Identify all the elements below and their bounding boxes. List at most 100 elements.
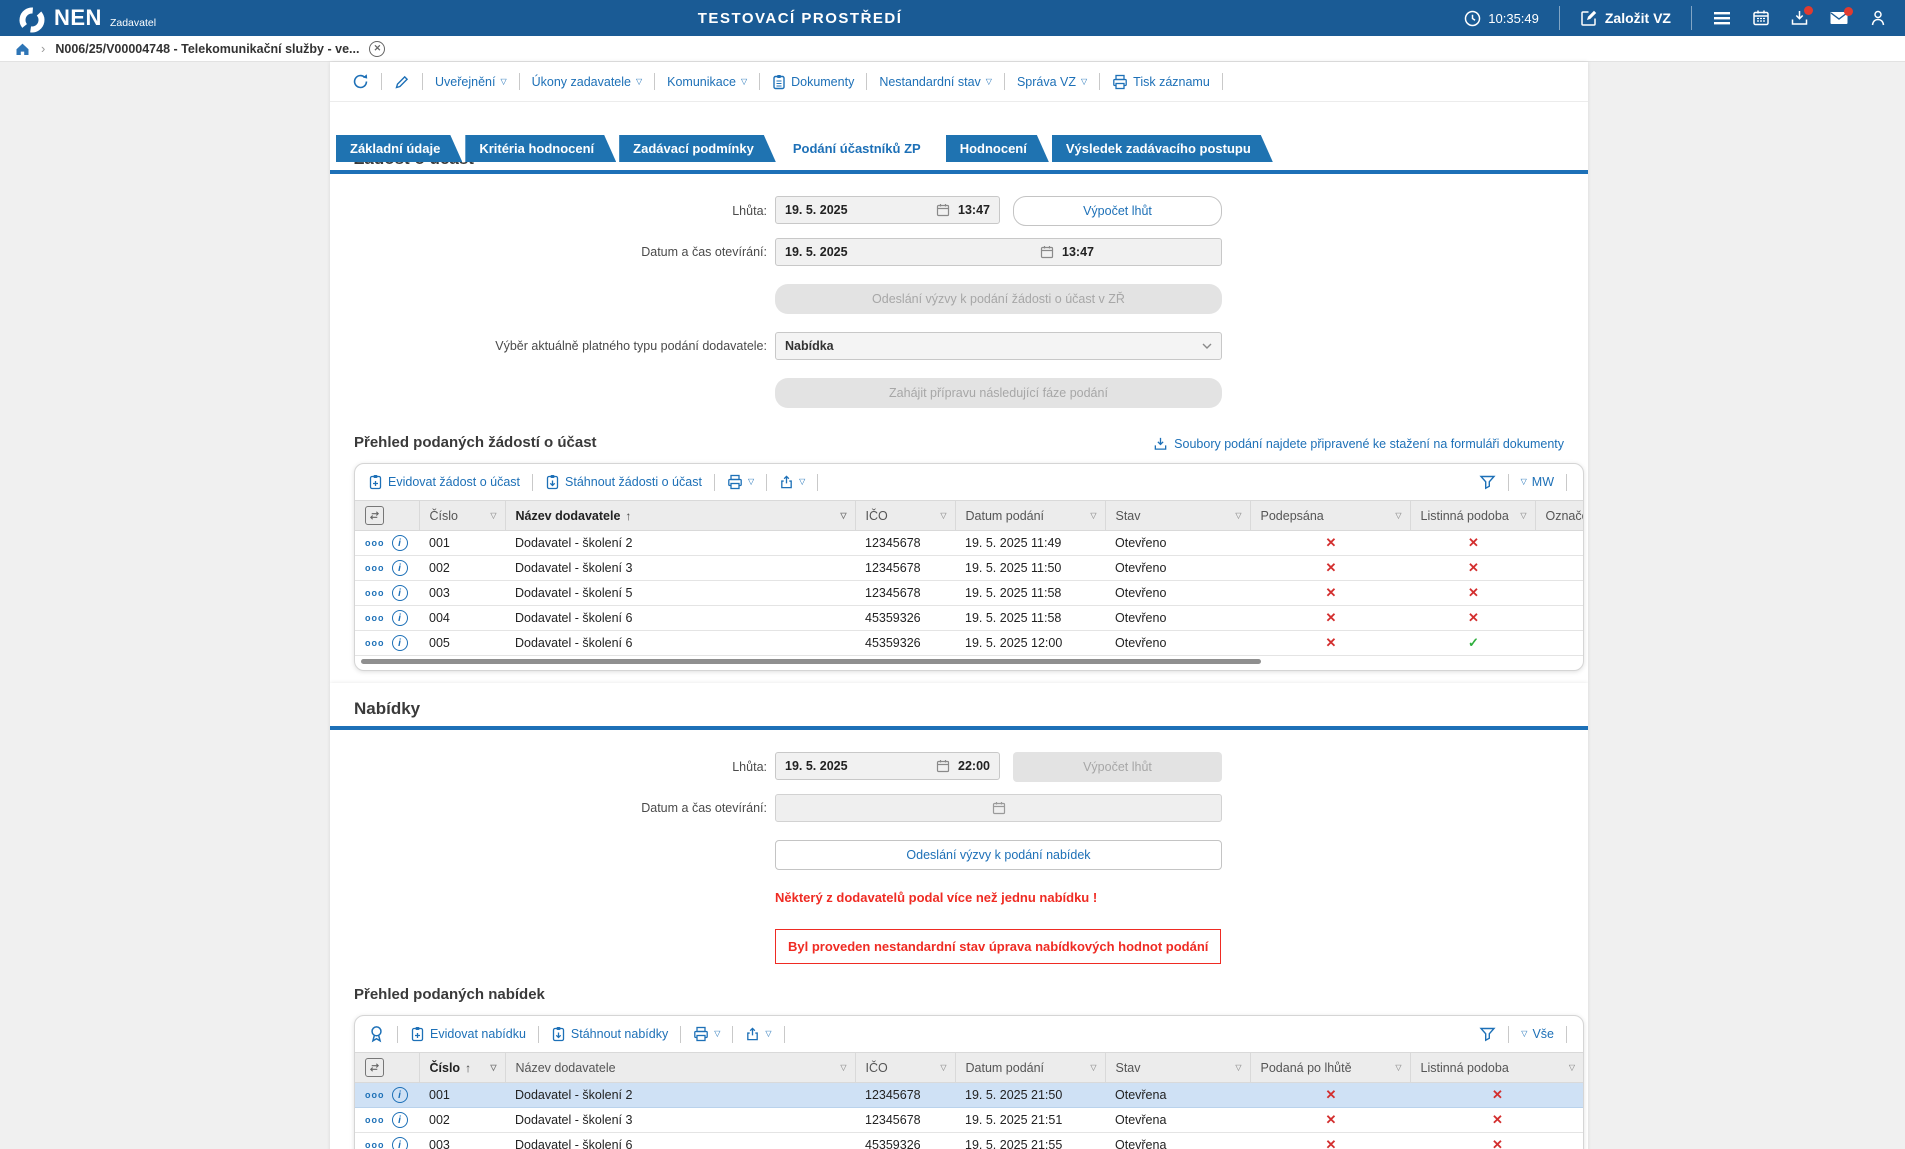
filter-caret-icon[interactable]: ▽ [1520, 511, 1526, 520]
odeslani-vyzvy-zadost-button[interactable]: Odeslání výzvy k podání žádosti o účast … [775, 284, 1222, 314]
lhuta-date-value[interactable]: 19. 5. 2025 [785, 203, 928, 217]
row-menu-icon[interactable]: ooo [365, 1140, 385, 1149]
calendar-icon[interactable] [1040, 245, 1054, 259]
column-settings-header[interactable] [355, 1053, 419, 1083]
tab-zadavaci-podminky[interactable]: Zadávací podmínky [619, 135, 776, 162]
horizontal-scrollbar[interactable] [361, 659, 1577, 665]
row-menu-icon[interactable]: ooo [365, 588, 385, 598]
evidovat-nabidku-button[interactable]: Evidovat nabídku [410, 1026, 526, 1042]
print-table-button[interactable]: ▽ [693, 1026, 720, 1042]
filter-icon[interactable] [1479, 1026, 1496, 1042]
table-row[interactable]: oooi 002 Dodavatel - školení 3 12345678 … [355, 1108, 1583, 1133]
calendar-icon[interactable] [992, 801, 1006, 815]
toolbar-ukony-zadavatele[interactable]: Úkony zadavatele▽ [532, 75, 643, 89]
filter-caret-icon[interactable]: ▽ [490, 511, 496, 520]
filter-caret-icon[interactable]: ▽ [1090, 511, 1096, 520]
col-podepsana[interactable]: Podepsána▽ [1250, 501, 1410, 531]
calendar-icon[interactable] [936, 759, 950, 773]
table-row[interactable]: oooi 001 Dodavatel - školení 2 12345678 … [355, 531, 1583, 556]
filter-caret-icon[interactable]: ▽ [1395, 1063, 1401, 1072]
filter-caret-icon[interactable]: ▽ [940, 1063, 946, 1072]
column-settings-icon[interactable] [365, 506, 384, 525]
lhuta-input[interactable]: 19. 5. 2025 13:47 [775, 196, 1000, 224]
col-ico[interactable]: IČO▽ [855, 501, 955, 531]
table-row-selected[interactable]: oooi 001 Dodavatel - školení 2 12345678 … [355, 1083, 1583, 1108]
calendar-icon[interactable] [1752, 9, 1770, 27]
table-row[interactable]: oooi 005 Dodavatel - školení 6 45359326 … [355, 631, 1583, 656]
downloads-icon[interactable] [1790, 9, 1809, 27]
table-row[interactable]: oooi 004 Dodavatel - školení 6 45359326 … [355, 606, 1583, 631]
col-datum-podani[interactable]: Datum podání▽ [955, 1053, 1105, 1083]
tab-podani-ucastniku-zp[interactable]: Podání účastníků ZP [779, 135, 943, 162]
info-icon[interactable]: i [392, 585, 408, 601]
column-settings-header[interactable] [355, 501, 419, 531]
col-datum-podani[interactable]: Datum podání▽ [955, 501, 1105, 531]
close-icon[interactable]: ✕ [369, 41, 385, 57]
tab-kriteria-hodnoceni[interactable]: Kritéria hodnocení [465, 135, 616, 162]
row-menu-icon[interactable]: ooo [365, 538, 385, 548]
otevirani-input[interactable]: 19. 5. 2025 13:47 [775, 238, 1222, 266]
zahajit-pripravu-button[interactable]: Zahájit přípravu následující fáze podání [775, 378, 1222, 408]
col-stav[interactable]: Stav▽ [1105, 501, 1250, 531]
table-row[interactable]: oooi 003 Dodavatel - školení 6 45359326 … [355, 1133, 1583, 1149]
brand[interactable]: NEN Zadavatel [54, 7, 156, 29]
home-icon[interactable] [14, 41, 31, 57]
otevirani-time-value[interactable]: 13:47 [1062, 245, 1212, 259]
toolbar-tisk-zaznamu[interactable]: Tisk záznamu [1112, 74, 1210, 90]
typ-podani-select[interactable]: Nabídka [775, 332, 1222, 360]
row-menu-icon[interactable]: ooo [365, 613, 385, 623]
toolbar-nestandardni-stav[interactable]: Nestandardní stav▽ [879, 75, 992, 89]
filter-caret-icon[interactable]: ▽ [1569, 1063, 1575, 1072]
col-cislo[interactable]: Číslo↑▽ [419, 1053, 505, 1083]
table-row[interactable]: oooi 002 Dodavatel - školení 3 12345678 … [355, 556, 1583, 581]
col-nazev-dodavatele[interactable]: Název dodavatele▽ [505, 1053, 855, 1083]
messages-icon[interactable] [1829, 10, 1849, 26]
user-icon[interactable] [1869, 9, 1887, 27]
award-ribbon-icon[interactable] [368, 1025, 385, 1043]
create-vz-button[interactable]: Založit VZ [1580, 9, 1671, 27]
otevirani-date-value[interactable]: 19. 5. 2025 [785, 245, 1032, 259]
otevirani-input-empty[interactable] [775, 794, 1222, 822]
evidovat-zadost-button[interactable]: Evidovat žádost o účast [368, 474, 520, 490]
filter-caret-icon[interactable]: ▽ [940, 511, 946, 520]
tab-zakladni-udaje[interactable]: Základní údaje [336, 135, 462, 162]
info-icon[interactable]: i [392, 1137, 408, 1149]
filter-caret-icon[interactable]: ▽ [1395, 511, 1401, 520]
info-icon[interactable]: i [392, 560, 408, 576]
col-podana-po-lhute[interactable]: Podaná po lhůtě▽ [1250, 1053, 1410, 1083]
filter-icon[interactable] [1479, 474, 1496, 490]
row-menu-icon[interactable]: ooo [365, 1090, 385, 1100]
stahnout-nabidky-button[interactable]: Stáhnout nabídky [551, 1026, 668, 1042]
info-icon[interactable]: i [392, 1112, 408, 1128]
vypocet-lhut-button[interactable]: Výpočet lhůt [1013, 196, 1222, 226]
row-menu-icon[interactable]: ooo [365, 563, 385, 573]
lhuta-time-value[interactable]: 13:47 [958, 203, 990, 217]
column-settings-icon[interactable] [365, 1058, 384, 1077]
col-cislo[interactable]: Číslo▽ [419, 501, 505, 531]
info-icon[interactable]: i [392, 535, 408, 551]
export-table-button[interactable]: ▽ [745, 1026, 771, 1042]
info-icon[interactable]: i [392, 635, 408, 651]
col-oznacena[interactable]: Označena [1535, 501, 1583, 531]
odeslani-vyzvy-nabidky-button[interactable]: Odeslání výzvy k podání nabídek [775, 840, 1222, 870]
filter-preset-selector[interactable]: ▽ Vše [1521, 1027, 1554, 1041]
scrollbar-thumb[interactable] [361, 659, 1261, 664]
row-menu-icon[interactable]: ooo [365, 1115, 385, 1125]
toolbar-komunikace[interactable]: Komunikace▽ [667, 75, 747, 89]
breadcrumb-item[interactable]: N006/25/V00004748 - Telekomunikační služ… [55, 42, 359, 56]
col-listinna-podoba[interactable]: Listinná podoba▽ [1410, 501, 1535, 531]
lhuta-input[interactable]: 19. 5. 2025 22:00 [775, 752, 1000, 780]
export-table-button[interactable]: ▽ [779, 474, 805, 490]
filter-caret-icon[interactable]: ▽ [1235, 511, 1241, 520]
filter-caret-icon[interactable]: ▽ [1090, 1063, 1096, 1072]
filter-preset-selector[interactable]: ▽ MW [1521, 475, 1554, 489]
history-icon[interactable] [352, 73, 369, 90]
toolbar-sprava-vz[interactable]: Správa VZ▽ [1017, 75, 1087, 89]
table-row[interactable]: oooi 003 Dodavatel - školení 5 12345678 … [355, 581, 1583, 606]
edit-icon[interactable] [394, 74, 410, 90]
filter-caret-icon[interactable]: ▽ [1235, 1063, 1241, 1072]
col-ico[interactable]: IČO▽ [855, 1053, 955, 1083]
info-icon[interactable]: i [392, 1087, 408, 1103]
vypocet-lhut-button[interactable]: Výpočet lhůt [1013, 752, 1222, 782]
info-icon[interactable]: i [392, 610, 408, 626]
